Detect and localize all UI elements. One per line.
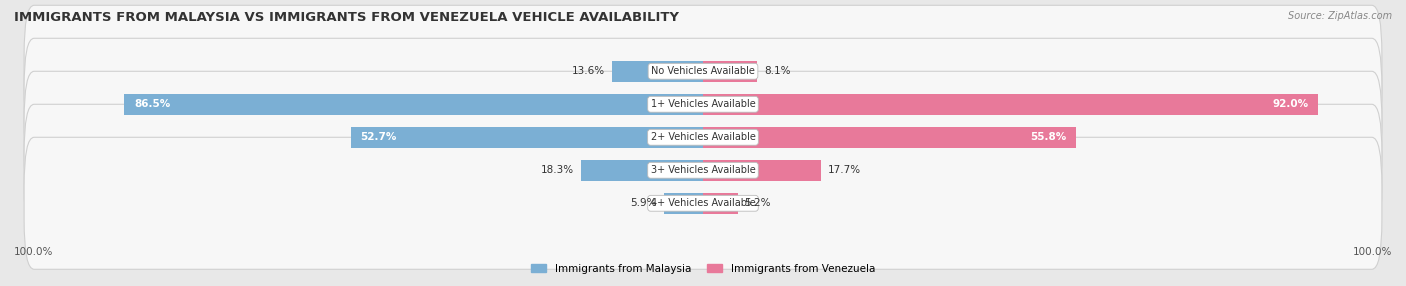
Text: 3+ Vehicles Available: 3+ Vehicles Available: [651, 165, 755, 175]
Text: 92.0%: 92.0%: [1272, 99, 1309, 109]
Text: 17.7%: 17.7%: [828, 165, 862, 175]
Text: 100.0%: 100.0%: [1353, 247, 1392, 257]
Text: 18.3%: 18.3%: [541, 165, 574, 175]
Text: IMMIGRANTS FROM MALAYSIA VS IMMIGRANTS FROM VENEZUELA VEHICLE AVAILABILITY: IMMIGRANTS FROM MALAYSIA VS IMMIGRANTS F…: [14, 11, 679, 24]
Text: 1+ Vehicles Available: 1+ Vehicles Available: [651, 99, 755, 109]
Bar: [350, 127, 703, 148]
FancyBboxPatch shape: [24, 38, 1382, 170]
Text: 8.1%: 8.1%: [763, 66, 790, 76]
Text: 86.5%: 86.5%: [135, 99, 170, 109]
FancyBboxPatch shape: [24, 71, 1382, 203]
Text: 2+ Vehicles Available: 2+ Vehicles Available: [651, 132, 755, 142]
Text: Source: ZipAtlas.com: Source: ZipAtlas.com: [1288, 11, 1392, 21]
Bar: [703, 61, 758, 82]
Bar: [703, 94, 1319, 114]
Text: 5.9%: 5.9%: [630, 198, 657, 208]
Bar: [703, 127, 1076, 148]
FancyBboxPatch shape: [24, 137, 1382, 269]
Bar: [703, 193, 738, 214]
Text: 13.6%: 13.6%: [572, 66, 606, 76]
Bar: [612, 61, 703, 82]
Text: 4+ Vehicles Available: 4+ Vehicles Available: [651, 198, 755, 208]
FancyBboxPatch shape: [24, 104, 1382, 236]
Bar: [581, 160, 703, 180]
Bar: [664, 193, 703, 214]
Text: No Vehicles Available: No Vehicles Available: [651, 66, 755, 76]
Legend: Immigrants from Malaysia, Immigrants from Venezuela: Immigrants from Malaysia, Immigrants fro…: [527, 260, 879, 278]
Bar: [124, 94, 703, 114]
Text: 52.7%: 52.7%: [360, 132, 396, 142]
Text: 100.0%: 100.0%: [14, 247, 53, 257]
FancyBboxPatch shape: [24, 5, 1382, 137]
Text: 55.8%: 55.8%: [1031, 132, 1066, 142]
Text: 5.2%: 5.2%: [744, 198, 770, 208]
Bar: [703, 160, 821, 180]
